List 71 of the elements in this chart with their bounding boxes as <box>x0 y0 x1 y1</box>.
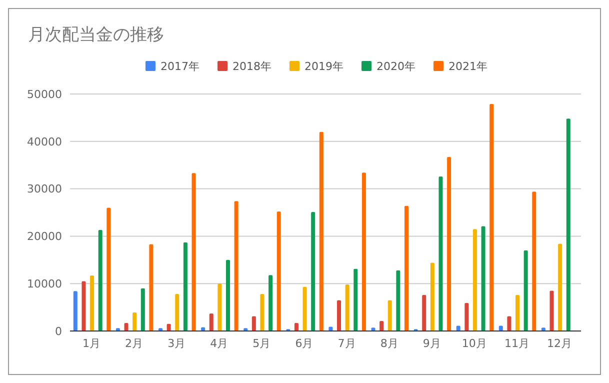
bar <box>302 286 307 331</box>
bar <box>516 294 520 331</box>
bar <box>73 291 78 331</box>
bar <box>183 242 188 331</box>
x-tick-label: 9月 <box>422 337 441 350</box>
bar <box>319 132 324 331</box>
bar <box>558 244 562 331</box>
x-tick-label: 5月 <box>252 337 271 350</box>
y-tick-label: 50000 <box>27 88 62 101</box>
bar <box>422 294 426 331</box>
bar <box>268 275 273 331</box>
bar <box>566 118 570 331</box>
bar <box>404 206 408 331</box>
bar <box>294 322 298 331</box>
bar <box>90 276 94 331</box>
bar <box>252 316 256 331</box>
bar <box>380 321 384 331</box>
bar <box>276 212 281 331</box>
bar <box>532 192 536 331</box>
bar <box>124 322 128 331</box>
x-tick-label: 7月 <box>338 337 356 350</box>
bar <box>209 313 214 331</box>
bar <box>98 230 102 331</box>
chart-title: 月次配当金の推移 <box>28 25 164 45</box>
bar <box>345 284 350 331</box>
bar <box>82 281 86 331</box>
y-tick-label: 20000 <box>27 230 62 244</box>
bar <box>354 268 358 331</box>
x-tick-label: 1月 <box>82 337 100 350</box>
bar <box>234 201 238 331</box>
bar <box>149 244 154 331</box>
bar <box>550 290 554 331</box>
bar <box>218 284 222 331</box>
bar <box>175 294 180 331</box>
legend-label: 2019年 <box>304 60 344 73</box>
bar <box>396 270 400 331</box>
bar <box>226 260 230 331</box>
legend-label: 2017年 <box>160 60 200 73</box>
bar <box>140 288 145 331</box>
y-tick-label: 0 <box>55 324 62 338</box>
bar <box>260 294 264 331</box>
bar <box>388 300 392 331</box>
bar <box>464 303 469 331</box>
bar <box>106 208 111 331</box>
bar <box>311 212 316 331</box>
x-tick-label: 3月 <box>168 337 186 350</box>
bar <box>447 157 452 331</box>
bar <box>507 316 512 331</box>
legend-label: 2021年 <box>448 60 488 73</box>
bar <box>472 229 477 331</box>
bar <box>438 176 443 331</box>
x-tick-label: 6月 <box>295 337 314 350</box>
x-tick-label: 2月 <box>125 337 144 350</box>
bar <box>337 300 342 331</box>
y-tick-label: 30000 <box>27 182 62 196</box>
x-tick-label: 10月 <box>462 337 487 350</box>
bar <box>481 226 486 331</box>
legend-label: 2018年 <box>232 60 272 73</box>
bar <box>132 312 137 331</box>
bar <box>524 250 528 331</box>
bar <box>490 104 494 331</box>
bar <box>192 173 196 331</box>
y-tick-label: 10000 <box>27 277 62 290</box>
bar <box>430 262 434 331</box>
x-tick-label: 8月 <box>380 337 398 350</box>
x-tick-label: 11月 <box>504 337 530 350</box>
legend-label: 2020年 <box>376 60 416 73</box>
x-tick-label: 12月 <box>547 337 572 350</box>
x-tick-label: 4月 <box>210 337 228 350</box>
y-tick-label: 40000 <box>27 135 62 148</box>
bar <box>362 172 366 331</box>
